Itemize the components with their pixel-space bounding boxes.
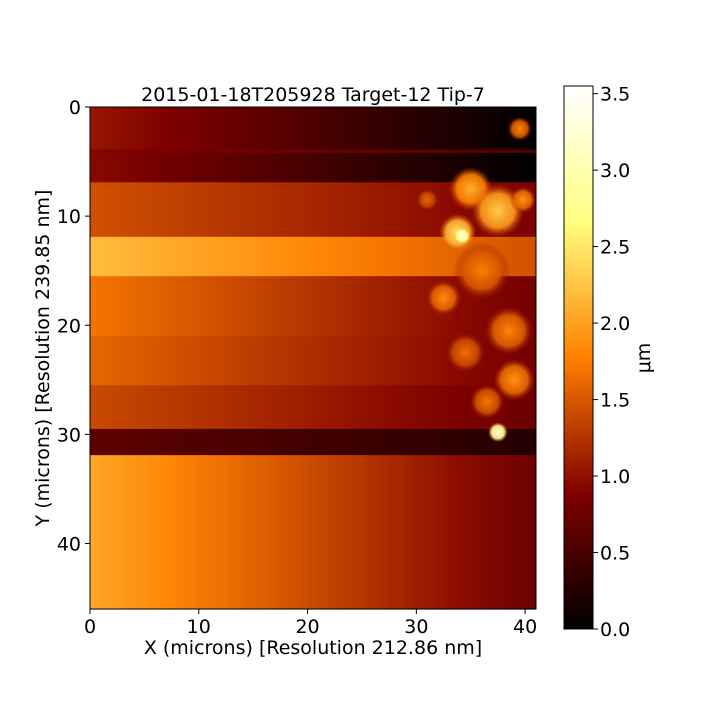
x-tick-label: 20 (295, 616, 319, 638)
x-axis: 0 10 20 30 40 (84, 609, 537, 638)
heatmap-feature (416, 188, 439, 211)
y-axis: 0 10 20 30 40 (57, 97, 90, 556)
colorbar-tick-label: 3.5 (600, 84, 630, 106)
heatmap-feature (469, 384, 505, 420)
plot-frame (89, 106, 537, 610)
colorbar (563, 85, 594, 630)
heatmap-band (90, 455, 536, 610)
heatmap-band (90, 428, 536, 456)
heatmap-feature (453, 227, 471, 245)
y-tick-label: 40 (57, 534, 81, 556)
x-tick-label: 0 (84, 616, 96, 638)
heatmap-feature (507, 116, 532, 141)
colorbar-tick-label: 1.5 (600, 390, 630, 412)
colorbar-ticks: 0.0 0.5 1.0 1.5 2.0 2.5 3.0 3.5 (593, 84, 630, 641)
heatmap-band (90, 107, 536, 151)
x-axis-label: X (microns) [Resolution 212.86 nm] (144, 637, 482, 659)
y-tick-label: 20 (57, 315, 81, 337)
x-tick-label: 30 (404, 616, 428, 638)
colorbar-tick-label: 1.0 (600, 466, 630, 488)
x-tick-label: 40 (513, 616, 537, 638)
x-tick-label: 10 (187, 616, 211, 638)
heatmap-band (90, 385, 536, 430)
heatmap-feature (453, 242, 510, 300)
heatmap-feature (484, 306, 533, 355)
colorbar-tick-label: 2.0 (600, 313, 630, 335)
heatmap-feature (509, 186, 536, 213)
colorbar-tick-label: 2.5 (600, 237, 630, 259)
heatmap-feature (493, 359, 535, 401)
heatmap-image (90, 107, 536, 610)
y-tick-label: 30 (57, 424, 81, 446)
colorbar-tick-label: 3.0 (600, 160, 630, 182)
colorbar-label: μm (633, 343, 655, 374)
chart-title: 2015-01-18T205928 Target-12 Tip-7 (141, 84, 485, 106)
y-tick-label: 10 (57, 206, 81, 228)
heatmap-feature (445, 332, 485, 373)
colorbar-tick-label: 0.5 (600, 543, 630, 565)
colorbar-tick-label: 0.0 (600, 619, 630, 641)
heatmap-feature (426, 280, 461, 316)
heatmap-band (90, 149, 536, 154)
y-tick-label: 0 (69, 97, 81, 119)
heatmap-feature (488, 422, 508, 443)
y-axis-label: Y (microns) [Resolution 239.85 nm] (32, 190, 54, 528)
